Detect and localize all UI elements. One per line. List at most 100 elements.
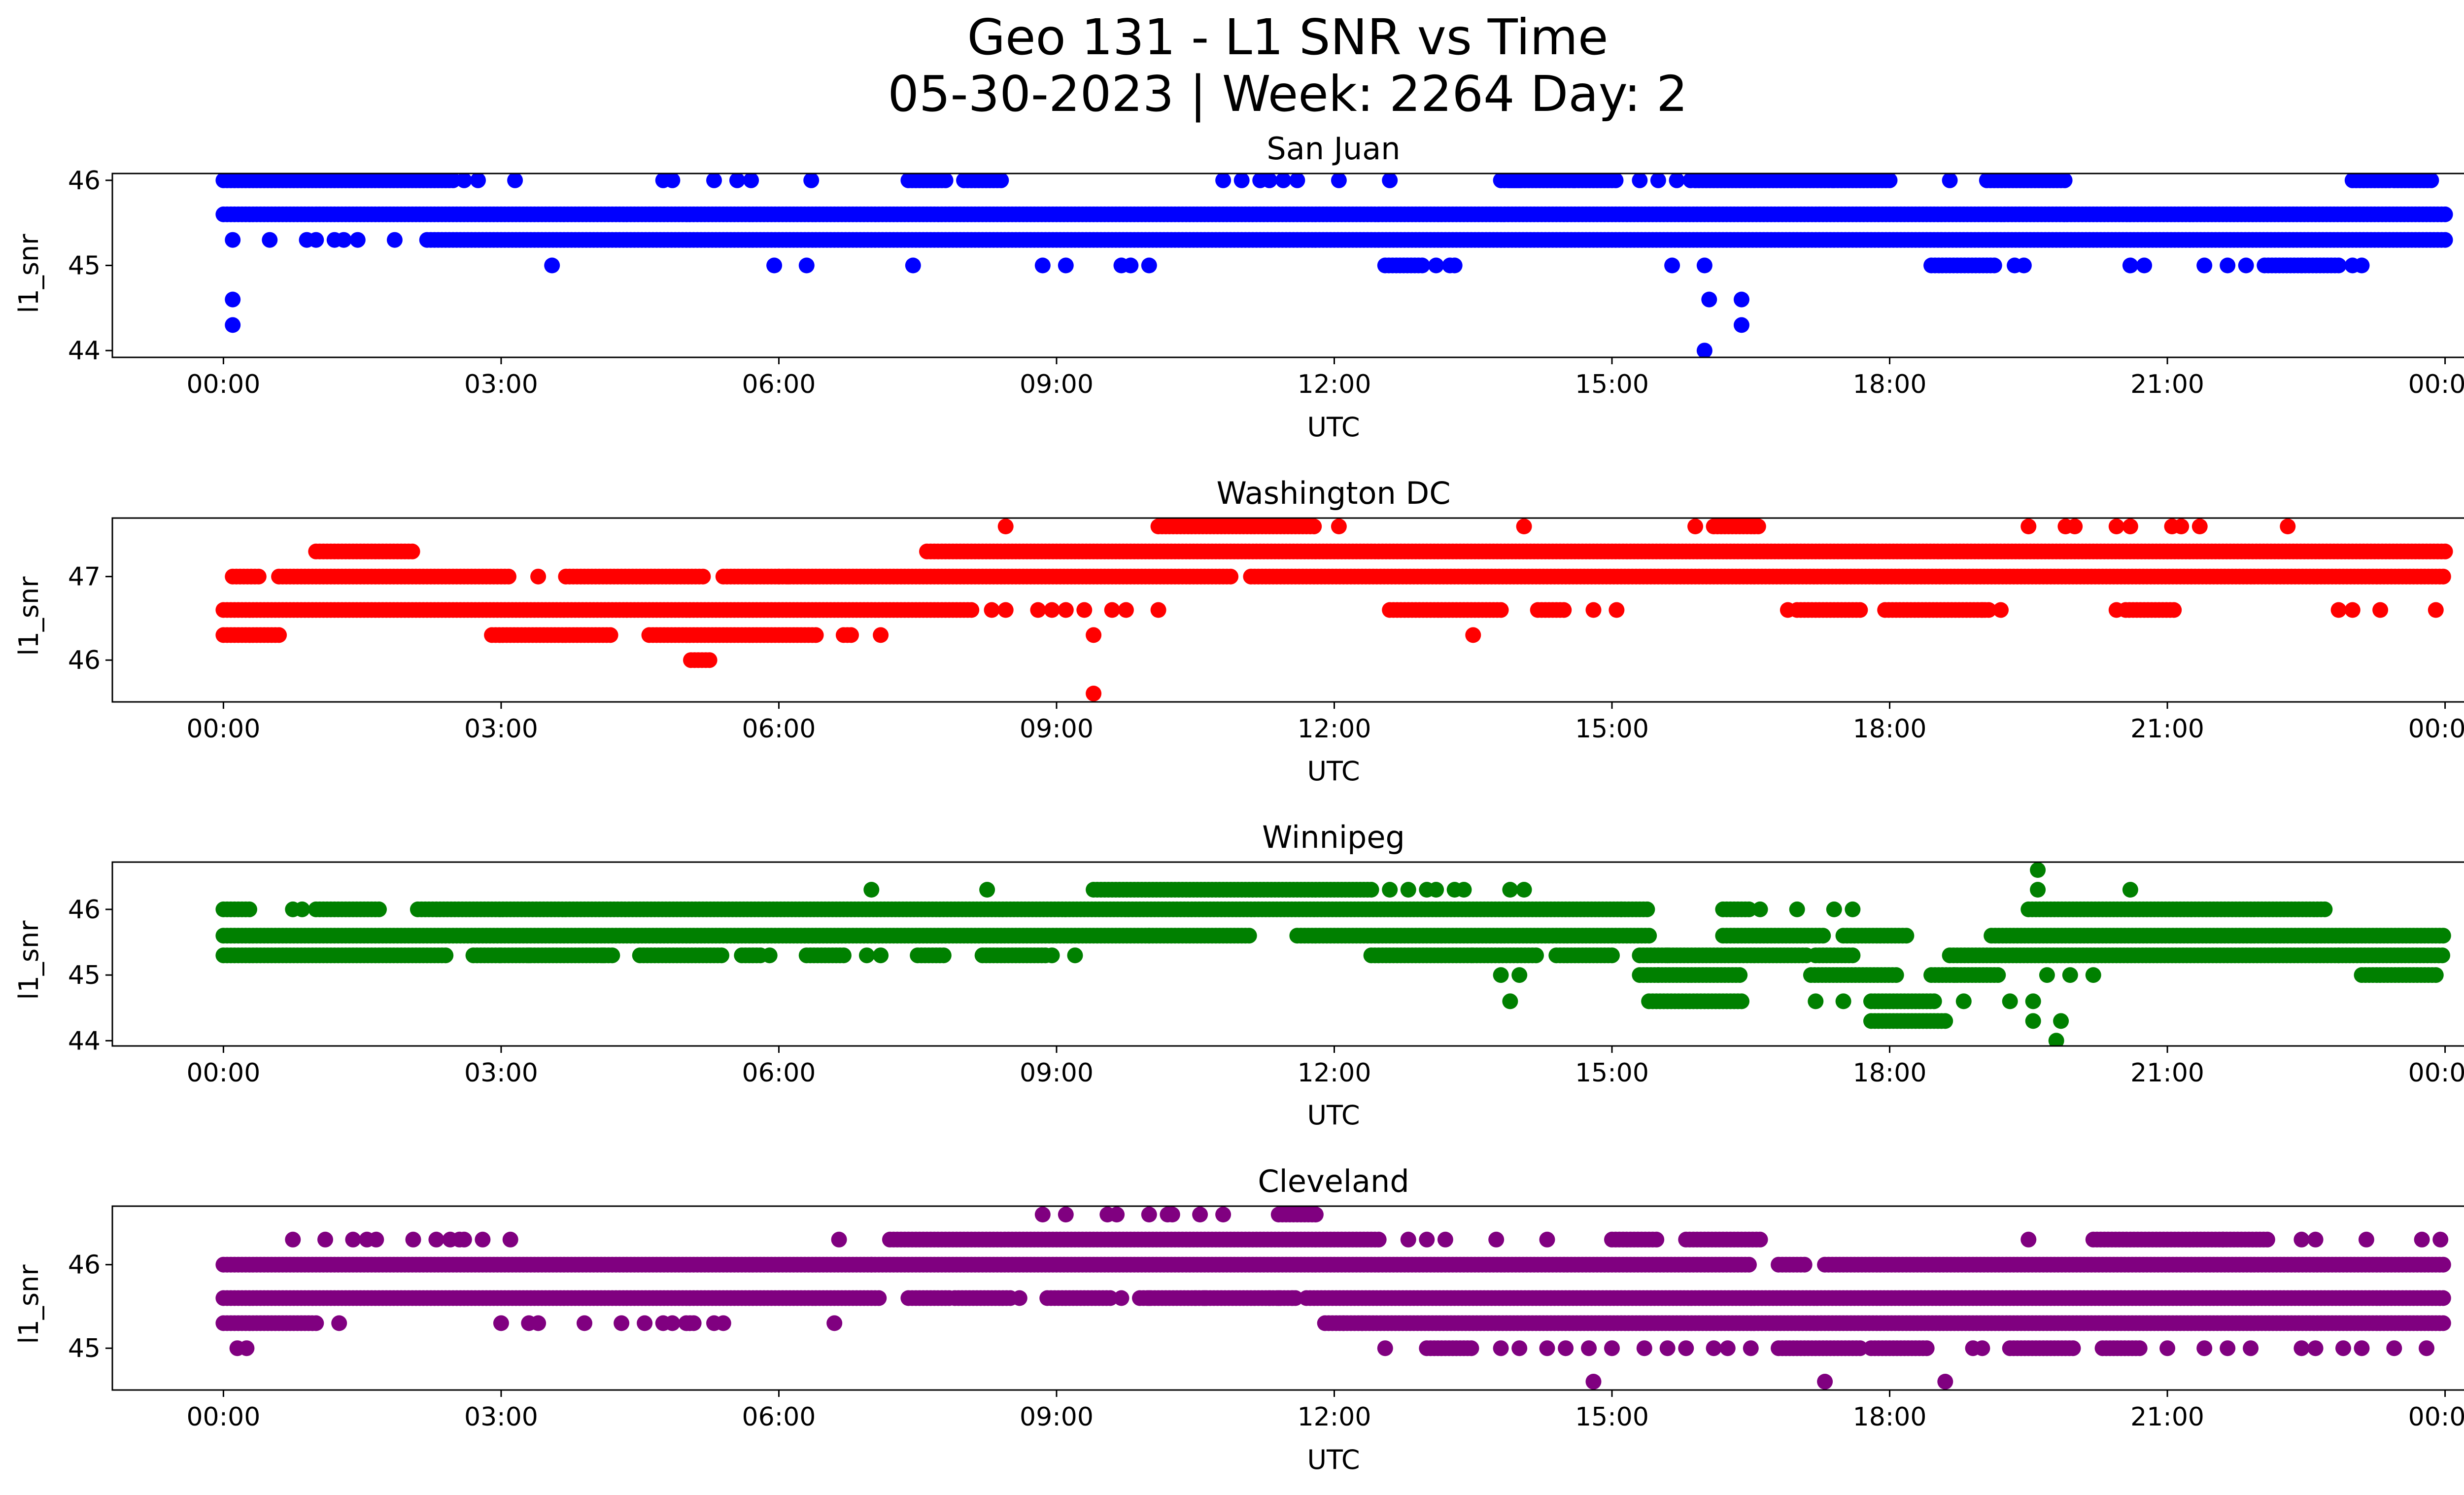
data-point: [1682, 174, 1699, 188]
data-point: [1511, 967, 1528, 983]
data-point: [1058, 602, 1074, 618]
data-point: [1428, 257, 1444, 274]
data-point: [1926, 993, 1942, 1009]
data-point: [729, 174, 745, 188]
x-tick-label: 21:00: [2130, 714, 2204, 744]
subplot-title: Cleveland: [1258, 1163, 1409, 1199]
data-point: [1750, 519, 1766, 534]
data-point: [2434, 947, 2450, 964]
data-point: [1898, 928, 1915, 944]
x-tick-label: 00:00: [2408, 714, 2464, 744]
data-point: [1974, 602, 1990, 618]
data-point: [1845, 947, 1861, 964]
data-point: [2330, 947, 2347, 964]
x-tick-label: 12:00: [1298, 1058, 1371, 1088]
data-point: [1233, 174, 1250, 188]
subplot-title: San Juan: [1266, 131, 1400, 167]
data-point: [1632, 174, 1648, 188]
data-point: [1516, 519, 1532, 534]
y-tick-label: 45: [68, 251, 101, 281]
figure-title-line1: Geo 131 - L1 SNR vs Time: [967, 8, 1608, 66]
data-points: [215, 862, 2451, 1046]
data-point: [2030, 862, 2046, 878]
axes-frame: [111, 173, 2464, 358]
data-point: [1732, 967, 1748, 983]
x-tick-label: 15:00: [1575, 714, 1649, 744]
data-point: [1701, 291, 1717, 308]
y-tick-label: 44: [68, 336, 101, 366]
data-point: [798, 257, 815, 274]
data-point: [1076, 602, 1093, 618]
data-point: [271, 627, 287, 643]
x-tick-label: 18:00: [1853, 1058, 1927, 1088]
data-point: [997, 519, 1014, 534]
data-point: [963, 602, 980, 618]
data-point: [743, 174, 759, 188]
data-point: [336, 232, 352, 248]
data-point: [2122, 882, 2138, 898]
data-point: [808, 627, 824, 643]
data-point: [1852, 602, 1868, 618]
data-point: [1808, 993, 1824, 1009]
x-tick-label: 21:00: [2130, 1058, 2204, 1088]
y-axis-label: l1_snr: [13, 576, 44, 656]
x-tick-label: 03:00: [464, 1058, 538, 1088]
data-point: [2108, 519, 2124, 534]
data-point: [843, 627, 859, 643]
data-point: [1289, 174, 1305, 188]
data-point: [1955, 993, 1972, 1009]
data-point: [1030, 602, 1046, 618]
x-tick-label: 12:00: [1298, 370, 1371, 399]
data-point: [2238, 257, 2254, 274]
data-point: [1734, 993, 1749, 1009]
x-axis-label: UTC: [1307, 756, 1360, 787]
data-point: [2122, 257, 2138, 274]
x-tick-label: 09:00: [1020, 1058, 1094, 1088]
data-point: [2062, 967, 2078, 983]
data-point: [1669, 174, 1685, 188]
data-point: [1493, 967, 1509, 983]
data-point: [1446, 257, 1463, 274]
data-point: [1664, 257, 1680, 274]
x-tick-label: 00:00: [2408, 370, 2464, 399]
data-point: [1947, 967, 1962, 983]
data-point: [1990, 967, 2006, 983]
data-point: [2039, 967, 2055, 983]
data-point: [1789, 901, 1805, 917]
data-point: [695, 568, 711, 585]
data-point: [979, 882, 995, 898]
data-point: [905, 257, 921, 274]
data-point: [1044, 602, 1060, 618]
data-point: [2435, 568, 2451, 585]
data-point: [1780, 602, 1796, 618]
data-point: [2354, 257, 2370, 274]
data-point: [1845, 901, 1861, 917]
data-point: [701, 652, 718, 668]
data-point: [766, 257, 783, 274]
data-point: [294, 901, 310, 917]
data-point: [1937, 1013, 1953, 1029]
data-point: [1815, 928, 1831, 944]
data-point: [1262, 174, 1277, 188]
data-point: [858, 947, 875, 964]
x-tick-label: 09:00: [1020, 714, 1094, 744]
data-point: [1641, 928, 1657, 944]
data-point: [1241, 928, 1257, 944]
data-point: [2437, 543, 2453, 559]
data-point: [1058, 257, 1074, 274]
subplot-title: Washington DC: [1216, 475, 1450, 511]
data-point: [1502, 882, 1518, 898]
data-point: [2330, 257, 2347, 274]
data-point: [1456, 882, 1472, 898]
y-tick-label: 46: [68, 646, 101, 675]
subplot-winnipeg: Winnipeg UTC l1_snr 00:00 03:00 06:00 09:00…: [13, 819, 2464, 1131]
data-point: [2030, 882, 2046, 898]
x-tick-label: 18:00: [1853, 370, 1927, 399]
data-point: [602, 627, 618, 643]
data-point: [2196, 257, 2213, 274]
data-point: [1734, 291, 1749, 308]
plot-area: [111, 173, 2464, 358]
data-point: [1650, 967, 1666, 983]
data-point: [1400, 882, 1416, 898]
x-tick-label: 00:00: [186, 714, 260, 744]
